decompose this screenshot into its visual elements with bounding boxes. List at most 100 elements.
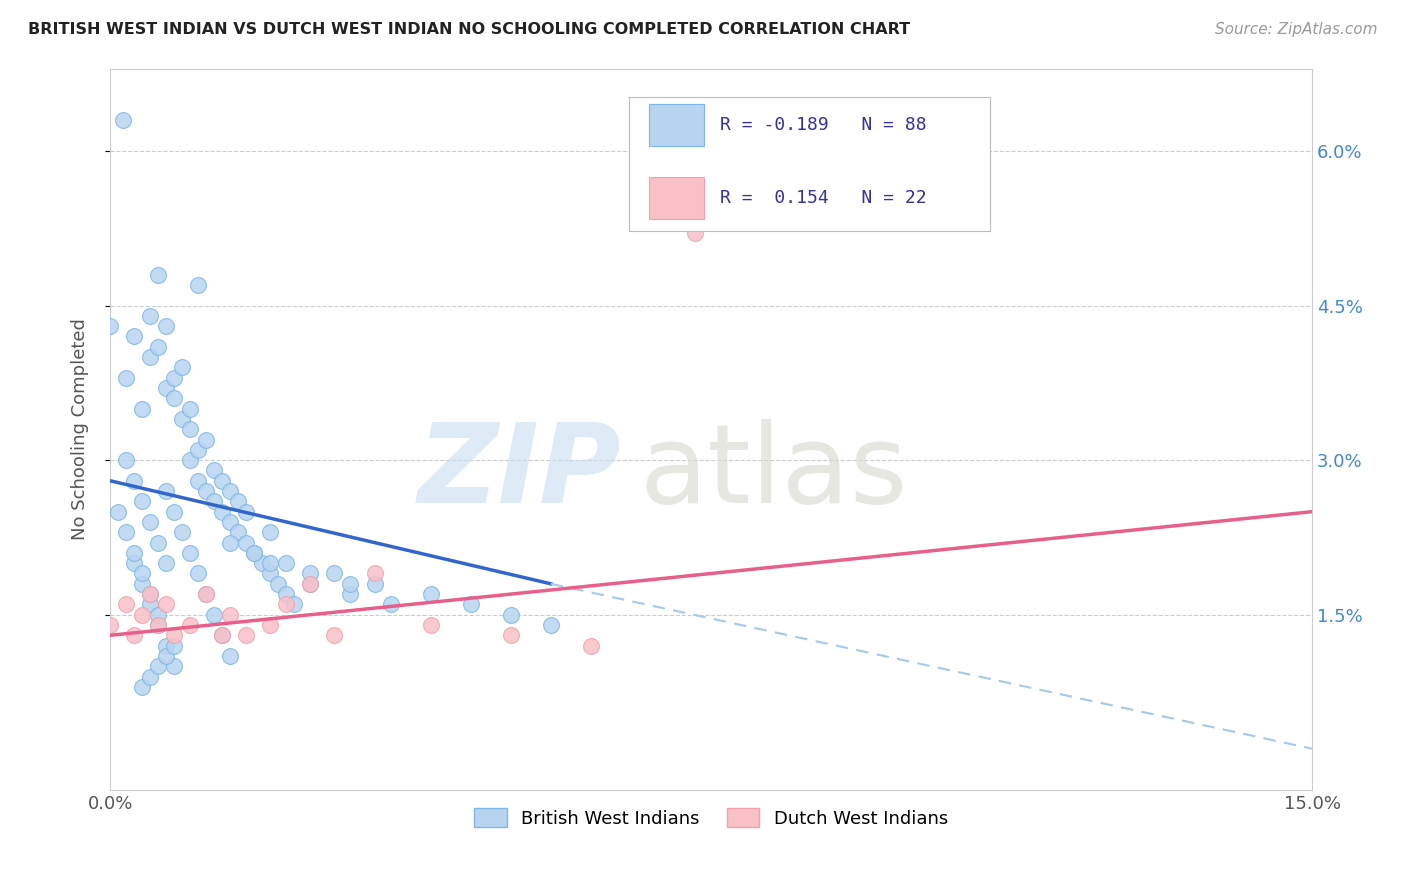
- Point: [131, 566, 153, 581]
- Point: [363, 566, 385, 581]
- Point: [115, 598, 138, 612]
- Point: [139, 515, 162, 529]
- Point: [163, 639, 186, 653]
- Point: [131, 576, 153, 591]
- Point: [499, 607, 522, 622]
- Point: [259, 566, 281, 581]
- Point: [219, 648, 242, 663]
- Point: [146, 340, 169, 354]
- Point: [155, 381, 177, 395]
- Point: [155, 648, 177, 663]
- Point: [146, 618, 169, 632]
- Text: ZIP: ZIP: [418, 419, 621, 526]
- Point: [195, 587, 218, 601]
- Point: [419, 587, 441, 601]
- Point: [115, 370, 138, 384]
- Point: [235, 505, 257, 519]
- Point: [419, 618, 441, 632]
- Point: [187, 566, 209, 581]
- Text: R = -0.189   N = 88: R = -0.189 N = 88: [720, 116, 927, 134]
- Point: [226, 525, 249, 540]
- Point: [235, 628, 257, 642]
- Point: [259, 525, 281, 540]
- Point: [146, 535, 169, 549]
- Point: [299, 576, 322, 591]
- Point: [163, 659, 186, 673]
- Point: [115, 525, 138, 540]
- Point: [179, 453, 201, 467]
- Point: [187, 442, 209, 457]
- Point: [131, 680, 153, 694]
- Point: [163, 628, 186, 642]
- Text: R =  0.154   N = 22: R = 0.154 N = 22: [720, 189, 927, 207]
- Point: [202, 463, 225, 477]
- Point: [179, 546, 201, 560]
- Point: [299, 566, 322, 581]
- Point: [202, 607, 225, 622]
- Point: [122, 329, 145, 343]
- Point: [139, 587, 162, 601]
- Point: [683, 227, 706, 241]
- Point: [219, 515, 242, 529]
- Point: [187, 277, 209, 292]
- Point: [111, 113, 134, 128]
- Point: [146, 659, 169, 673]
- Point: [283, 598, 305, 612]
- Point: [211, 474, 233, 488]
- Point: [163, 370, 186, 384]
- Point: [139, 669, 162, 683]
- Point: [115, 453, 138, 467]
- Point: [380, 598, 402, 612]
- Point: [211, 628, 233, 642]
- Point: [155, 484, 177, 499]
- Point: [226, 494, 249, 508]
- FancyBboxPatch shape: [648, 177, 704, 219]
- Point: [163, 505, 186, 519]
- Point: [122, 628, 145, 642]
- Y-axis label: No Schooling Completed: No Schooling Completed: [72, 318, 89, 541]
- Point: [267, 576, 290, 591]
- Point: [276, 598, 298, 612]
- Point: [243, 546, 266, 560]
- Point: [195, 433, 218, 447]
- Point: [299, 576, 322, 591]
- Point: [211, 628, 233, 642]
- Point: [107, 505, 129, 519]
- Point: [339, 587, 361, 601]
- Point: [195, 484, 218, 499]
- Point: [139, 598, 162, 612]
- FancyBboxPatch shape: [630, 97, 990, 231]
- Point: [259, 618, 281, 632]
- Point: [98, 618, 121, 632]
- Point: [155, 319, 177, 334]
- Point: [131, 401, 153, 416]
- Point: [139, 587, 162, 601]
- Point: [243, 546, 266, 560]
- Point: [155, 598, 177, 612]
- Point: [195, 587, 218, 601]
- Point: [219, 607, 242, 622]
- Point: [187, 474, 209, 488]
- Point: [579, 639, 602, 653]
- Point: [146, 607, 169, 622]
- Point: [139, 309, 162, 323]
- Point: [155, 556, 177, 570]
- Point: [179, 618, 201, 632]
- Point: [98, 319, 121, 334]
- FancyBboxPatch shape: [648, 103, 704, 146]
- Point: [163, 392, 186, 406]
- Point: [540, 618, 562, 632]
- Point: [146, 268, 169, 282]
- Point: [276, 556, 298, 570]
- Point: [122, 546, 145, 560]
- Point: [139, 350, 162, 364]
- Point: [172, 525, 194, 540]
- Point: [211, 505, 233, 519]
- Point: [131, 607, 153, 622]
- Point: [131, 494, 153, 508]
- Point: [259, 556, 281, 570]
- Point: [323, 566, 346, 581]
- Point: [146, 618, 169, 632]
- Point: [179, 401, 201, 416]
- Point: [172, 412, 194, 426]
